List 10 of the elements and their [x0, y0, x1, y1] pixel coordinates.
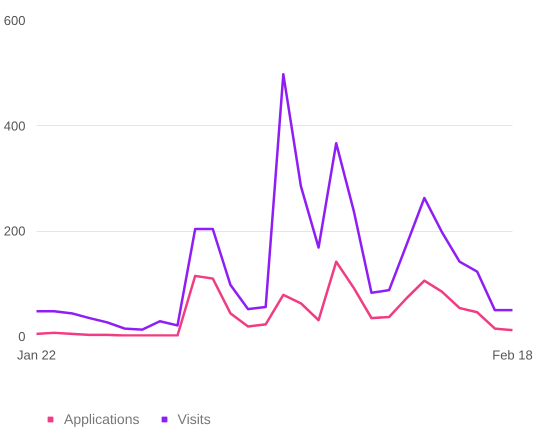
y-tick-label: 0: [18, 329, 26, 344]
y-tick-label: 600: [4, 13, 26, 28]
legend-label: Applications: [64, 411, 140, 427]
legend-label: Visits: [178, 411, 211, 427]
x-tick-label: Jan 22: [16, 348, 56, 362]
y-tick-label: 200: [4, 224, 26, 239]
y-tick-label: 400: [4, 118, 26, 134]
x-tick-label: Feb 18: [492, 348, 533, 362]
line-series: [36, 260, 512, 336]
line-series: [36, 72, 512, 331]
